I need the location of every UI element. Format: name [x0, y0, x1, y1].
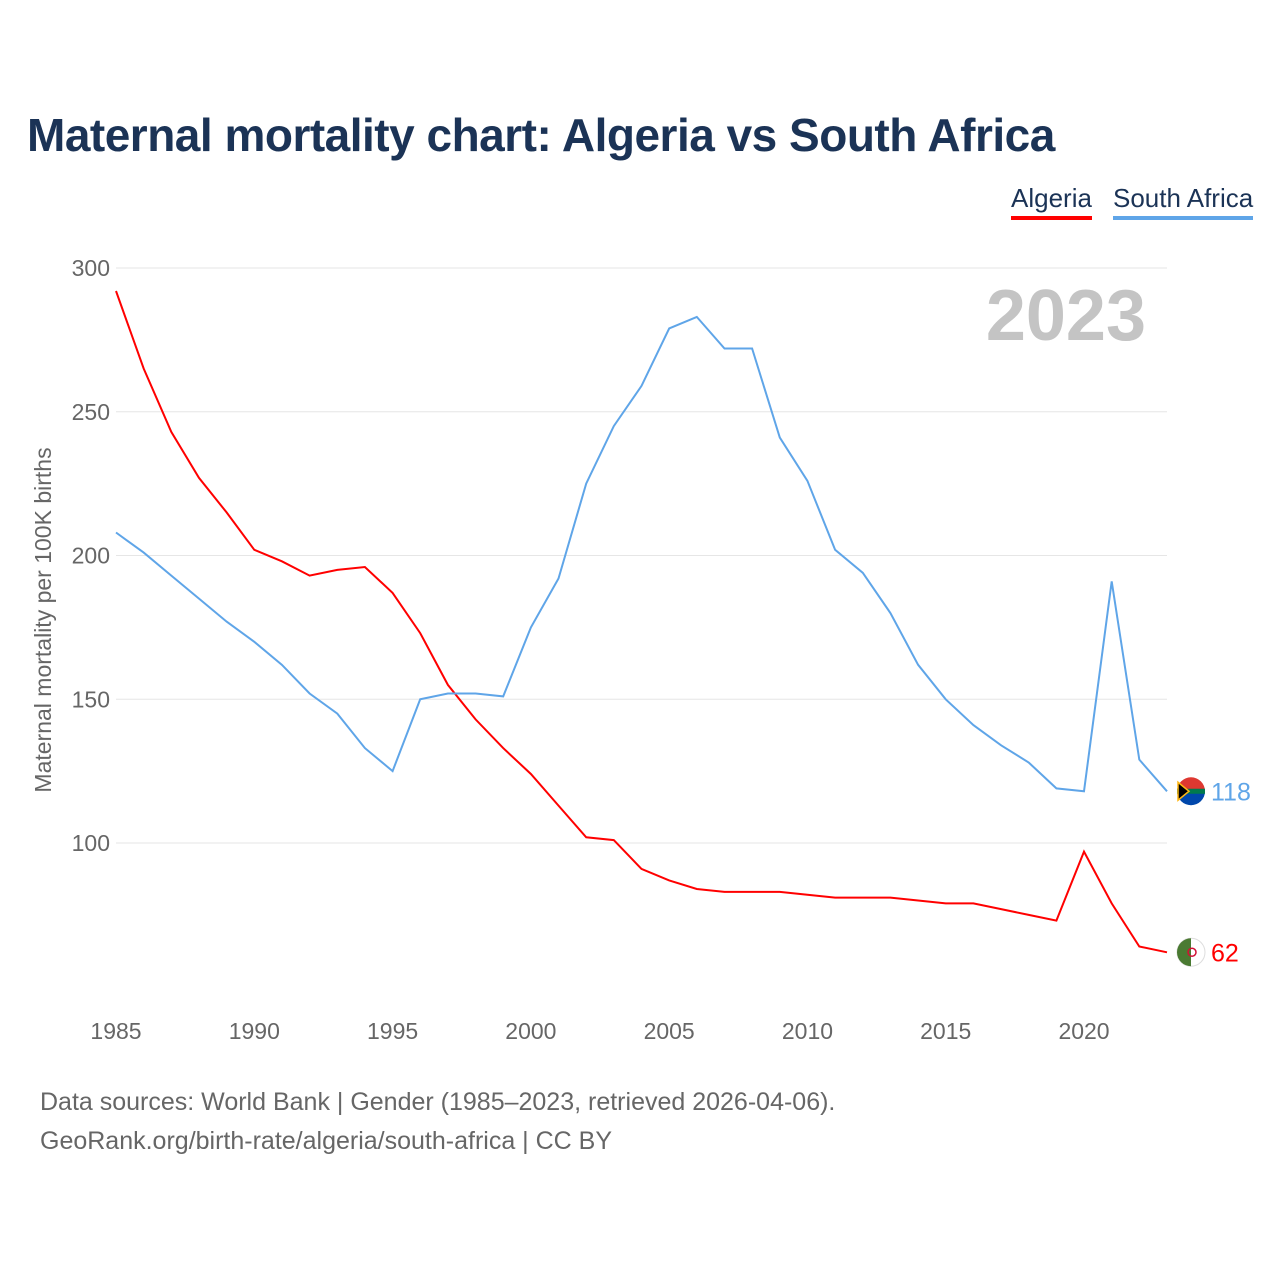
year-watermark: 2023 — [986, 276, 1146, 356]
y-axis-label: Maternal mortality per 100K births — [30, 447, 56, 792]
x-tick-label: 2015 — [920, 1018, 971, 1044]
y-tick-label: 100 — [72, 830, 110, 856]
legend-south-africa[interactable]: South Africa — [1113, 183, 1254, 220]
x-tick-label: 1995 — [367, 1018, 418, 1044]
chart-title: Maternal mortality chart: Algeria vs Sou… — [27, 109, 1055, 161]
y-tick-label: 250 — [72, 399, 110, 425]
x-tick-label: 2020 — [1058, 1018, 1109, 1044]
end-value-label: 62 — [1211, 939, 1239, 967]
flag-icon-south-africa — [1177, 777, 1205, 806]
series-line-south-africa — [115, 315, 1168, 793]
end-value-label: 118 — [1211, 778, 1251, 806]
flag-icon-algeria — [1176, 937, 1206, 967]
y-tick-label: 200 — [72, 543, 110, 569]
x-tick-label: 2010 — [782, 1018, 833, 1044]
series-line-algeria — [115, 290, 1168, 954]
x-tick-label: 2000 — [505, 1018, 556, 1044]
y-tick-label: 300 — [72, 255, 110, 281]
source-note: Data sources: World Bank | Gender (1985–… — [40, 1088, 836, 1116]
y-tick-label: 150 — [72, 686, 110, 712]
legend-algeria[interactable]: Algeria — [1011, 183, 1092, 220]
x-tick-label: 1990 — [229, 1018, 280, 1044]
x-tick-label: 1985 — [90, 1018, 141, 1044]
x-tick-label: 2005 — [644, 1018, 695, 1044]
source-url: GeoRank.org/birth-rate/algeria/south-afr… — [40, 1127, 613, 1155]
